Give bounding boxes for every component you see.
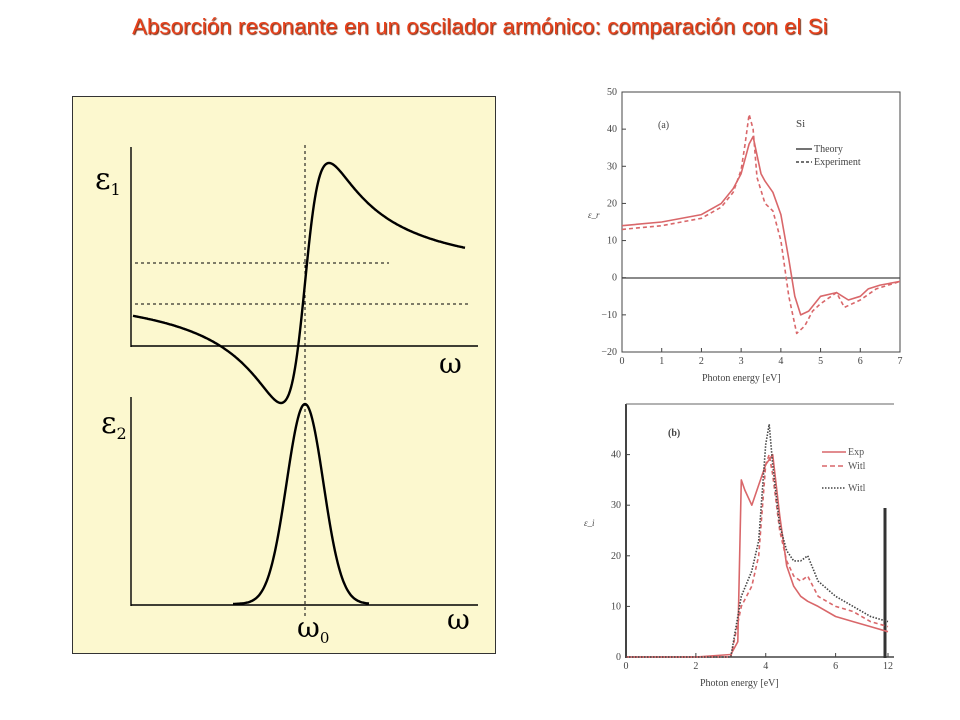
y-tick-label: 20 <box>607 198 617 209</box>
oscillator-panel: ε1 ε2 ω ω ω0 <box>72 96 496 654</box>
y-tick-label: −10 <box>601 310 617 321</box>
x-tick-label: 12 <box>883 661 893 672</box>
y-tick-label: 40 <box>607 124 617 135</box>
x-tick-label: 7 <box>898 356 903 367</box>
slide-title: Absorción resonante en un oscilador armó… <box>132 14 828 39</box>
y-tick-label: 20 <box>611 551 621 562</box>
x-tick-label: 6 <box>833 661 838 672</box>
eps2-label: ε2 <box>101 406 127 443</box>
omega0-label: ω0 <box>297 611 329 647</box>
legend-witl1-label: Witl <box>848 461 866 472</box>
x-tick-label: 4 <box>763 661 768 672</box>
x-tick-label: 5 <box>818 356 823 367</box>
x-tick-label: 6 <box>858 356 863 367</box>
panel-b-label: (b) <box>668 428 680 439</box>
eps1-curve <box>132 161 466 405</box>
y-tick-label: 10 <box>611 601 621 612</box>
material-label: Si <box>796 118 805 130</box>
x-tick-label: 0 <box>624 661 629 672</box>
y-tick-label: 10 <box>607 236 617 247</box>
x-tick-label: 2 <box>699 356 704 367</box>
legend-theory-label: Theory <box>814 144 843 155</box>
panel-a-label: (a) <box>658 120 669 131</box>
plot-b-xlabel: Photon energy [eV] <box>700 678 779 689</box>
series-1-line <box>626 453 889 658</box>
si-eps-i-chart: 0 2 4 6 12 0 10 20 30 40 (b) Exp Witl Witl ε_i Ph… <box>584 403 894 689</box>
series-0-line <box>626 453 889 658</box>
omega-lower-label: ω <box>447 603 470 636</box>
x-tick-label: 0 <box>620 356 625 367</box>
legend-exp-label: Exp <box>848 447 864 458</box>
x-tick-label: 3 <box>739 356 744 367</box>
y-tick-label: 50 <box>607 87 617 98</box>
y-tick-label: 40 <box>611 450 621 461</box>
y-tick-label: 30 <box>611 500 621 511</box>
eps2-curve <box>233 402 370 606</box>
series-0-line <box>621 135 901 316</box>
plot-b-ylabel: ε_i <box>584 518 595 528</box>
eps2-subscript: 2 <box>117 424 127 443</box>
plot-a-ylabel: ε_r <box>588 210 600 220</box>
x-tick-label: 1 <box>659 356 664 367</box>
eps1-subscript: 1 <box>111 180 121 199</box>
x-tick-label: 2 <box>693 661 698 672</box>
omega-upper-label: ω <box>439 347 462 380</box>
eps1-label: ε1 <box>95 162 121 199</box>
plot-a-frame <box>621 91 901 353</box>
plot-a-xlabel: Photon energy [eV] <box>702 373 781 384</box>
omega0-subscript: 0 <box>320 629 330 647</box>
legend-witl2-label: Witl <box>848 483 866 494</box>
series-1-line <box>621 113 901 335</box>
x-tick-label: 4 <box>778 356 783 367</box>
y-tick-label: 0 <box>612 273 617 284</box>
series-2-line <box>626 423 889 658</box>
oscillator-chart: ε1 ε2 ω ω ω0 <box>95 145 478 647</box>
y-tick-label: −20 <box>601 347 617 358</box>
y-tick-label: 0 <box>616 652 621 663</box>
legend-experiment-label: Experiment <box>814 157 861 168</box>
y-tick-label: 30 <box>607 161 617 172</box>
